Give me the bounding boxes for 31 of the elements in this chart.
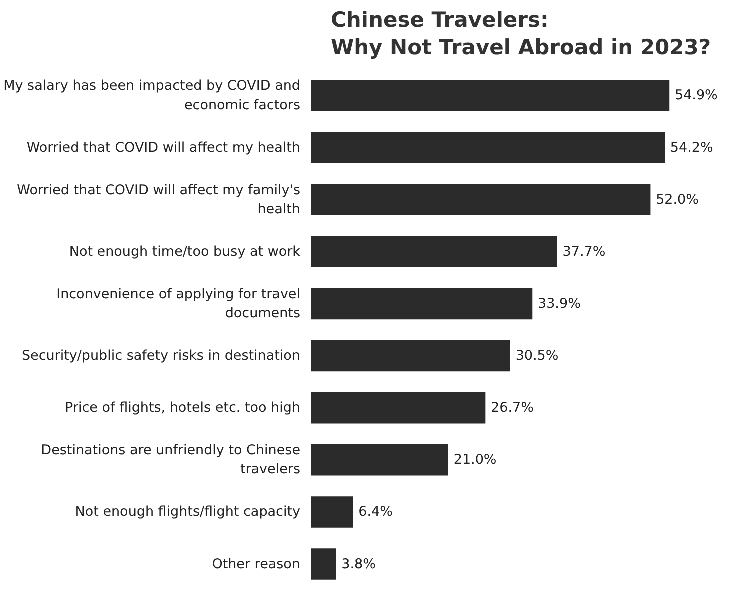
data-label: 21.0% (454, 452, 497, 468)
data-label: 3.8% (342, 556, 376, 572)
y-tick-label: Worried that COVID will affect my family's health (17, 182, 301, 218)
bar (312, 444, 448, 476)
data-label: 54.2% (670, 140, 714, 156)
data-label: 6.4% (358, 504, 394, 520)
bar (312, 184, 651, 216)
bar (312, 132, 666, 164)
bar (312, 80, 670, 112)
bar (312, 496, 354, 528)
data-label: 30.5% (516, 348, 559, 364)
data-label: 37.7% (562, 244, 606, 260)
y-tick-label: Not enough time/too busy at work (69, 244, 301, 260)
data-label: 54.9% (674, 88, 718, 104)
y-tick-label: Worried that COVID will affect my health (26, 140, 301, 156)
y-tick-label: Other reason (212, 556, 301, 572)
data-label: 26.7% (491, 400, 534, 416)
y-tick-label: My salary has been impacted by COVID and economic factors (4, 78, 301, 114)
bar (312, 392, 486, 424)
chart-title: Chinese Travelers: Why Not Travel Abroad in 2023? (330, 8, 712, 60)
y-tick-label: Destinations are unfriendly to Chinese travelers (41, 442, 301, 478)
data-label: 33.9% (538, 296, 582, 312)
y-tick-label: Inconvenience of applying for travel documents (56, 286, 301, 322)
bar (312, 548, 336, 580)
bar (312, 236, 558, 268)
y-tick-label: Security/public safety risks in destination (22, 348, 301, 364)
bar (312, 340, 510, 372)
y-tick-label: Not enough flights/flight capacity (75, 504, 301, 520)
bar (312, 288, 533, 320)
data-label: 52.0% (656, 192, 700, 208)
y-tick-label: Price of flights, hotels etc. too high (65, 400, 301, 416)
